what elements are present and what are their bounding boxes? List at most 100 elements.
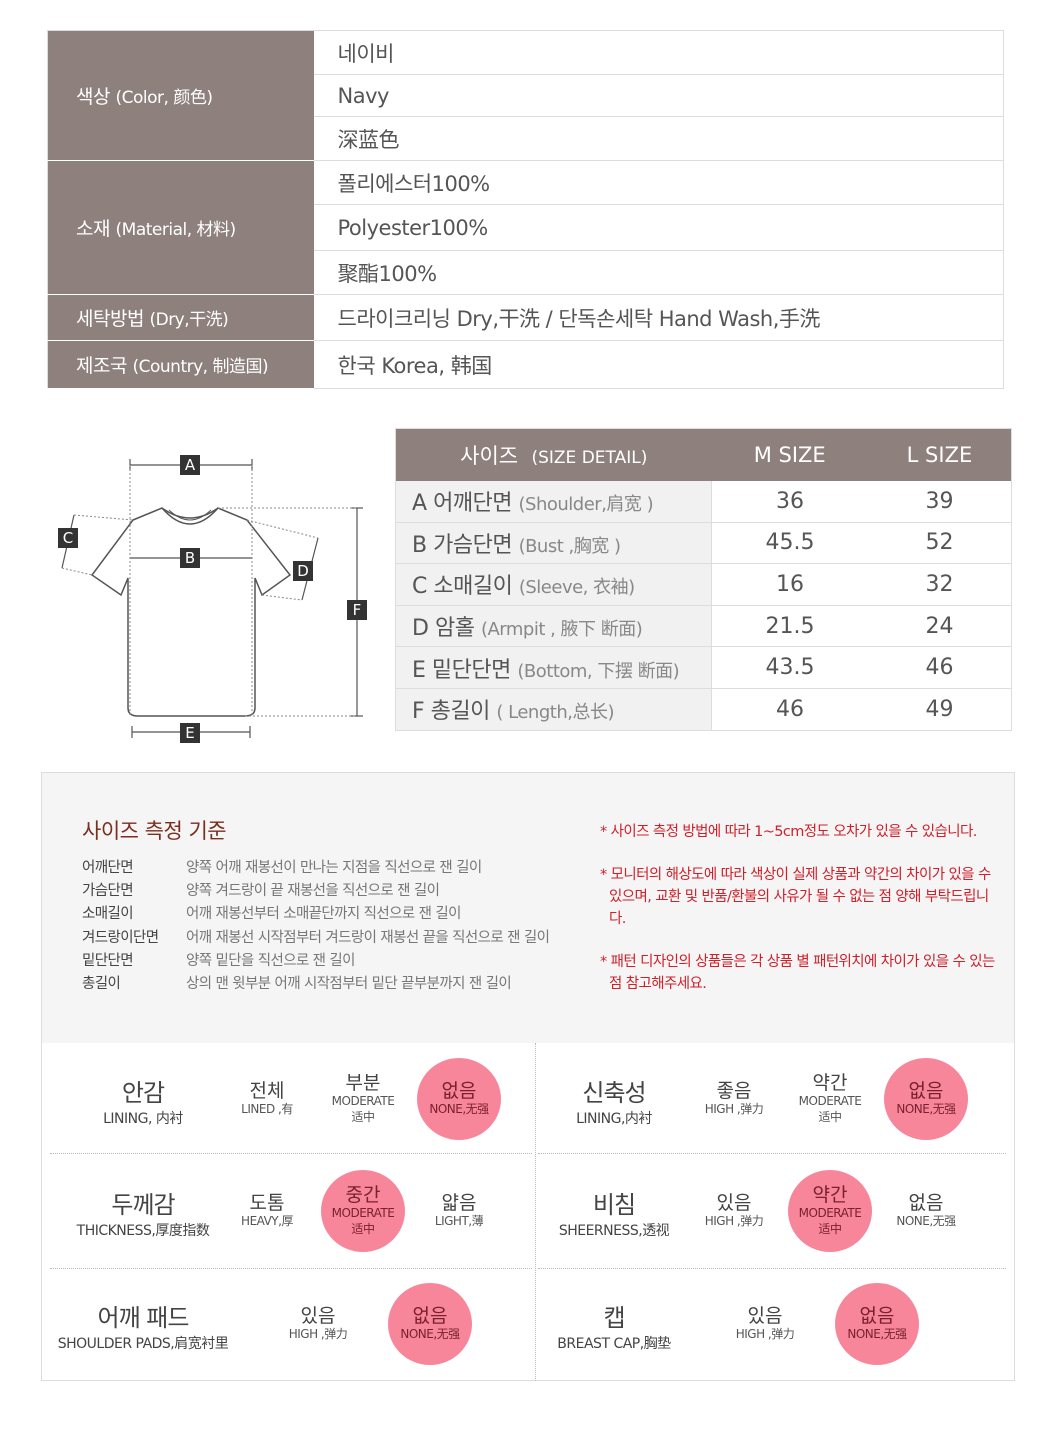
option-en: HIGH ,弹力 [735, 1327, 795, 1341]
guide-item: 어깨단면 양쪽 어깨 재봉선이 만나는 지점을 직선으로 잰 길이 [82, 857, 549, 880]
guide-note: * 모니터의 해상도에 따라 색상이 실제 상품과 약간의 차이가 있을 수 있… [600, 867, 991, 927]
size-header-label: 사이즈 (SIZE DETAIL) [395, 428, 712, 481]
diagram-label-b: B [185, 549, 195, 567]
size-name: 어깨단면 [433, 491, 513, 517]
attribute-name-en: SHEERNESS,透视 [558, 1223, 670, 1239]
guide-item: 밑단단면 양쪽 밑단을 직선으로 잰 길이 [82, 950, 549, 973]
attribute-name-en: LINING,内衬 [576, 1111, 652, 1127]
diagram-label-a: A [185, 456, 196, 474]
size-name: 총길이 [430, 699, 491, 725]
info-row: 제조국 (Country, 制造国) 한국 Korea, 韩国 [47, 340, 1004, 389]
attribute-1: 안감 LINING, 内衬 전체 LINED ,有 부분 MODERATE 适中 없음 NONE… [42, 1043, 535, 1155]
size-row: B 가슴단면 (Bust ,胸宽 ) 45.5 52 [395, 522, 1012, 565]
option-en: HIGH ,弹力 [704, 1214, 764, 1228]
info-value: 深蓝色 [313, 116, 1004, 161]
option-ko: 없음 [908, 1192, 944, 1214]
option-badge: 있음 HIGH ,弹力 [276, 1283, 360, 1365]
divider [538, 1153, 1006, 1154]
option-en: LINED ,有 [241, 1102, 293, 1116]
option-ko: 없음 [859, 1305, 895, 1327]
option-unselected: 좋음 HIGH ,弹力 [686, 1058, 782, 1140]
option-en: HIGH ,弹力 [704, 1102, 764, 1116]
size-key: E [412, 657, 426, 683]
info-label-text: 색상 [76, 86, 110, 108]
info-label-text: 제조국 [76, 355, 127, 377]
guide-item-desc: 상의 맨 윗부분 어깨 시작점부터 밑단 끝부분까지 잰 길이 [186, 976, 512, 993]
option-unselected: 있음 HIGH ,弹力 [686, 1170, 782, 1252]
divider [50, 1153, 532, 1154]
info-row: 소재 (Material, 材料) 폴리에스터100% [47, 160, 1004, 295]
option-cn: 适中 [351, 1110, 375, 1124]
option-badge: 약간 MODERATE 适中 [788, 1058, 872, 1140]
option-selected: 약간 MODERATE 适中 [782, 1170, 878, 1252]
info-row: 聚酯100% [48, 250, 1004, 295]
attribute-label: 어깨 패드 SHOULDER PADS,肩宽衬里 [43, 1298, 243, 1353]
size-m-value: 43.5 [711, 646, 868, 689]
size-name: 가슴단면 [433, 532, 513, 558]
option-cn: 适中 [818, 1222, 842, 1236]
guide-item-term: 밑단단면 [82, 952, 134, 969]
info-row: 세탁방법 (Dry,干洗) 드라이크리닝 Dry,干洗 / 단독손세탁 Hand … [47, 294, 1004, 341]
option-unselected: 부분 MODERATE 适中 [315, 1058, 411, 1140]
option-unselected: 있음 HIGH ,弹力 [709, 1283, 821, 1365]
guide-item-term: 소매길이 [82, 906, 134, 923]
option-badge: 약간 MODERATE 适中 [788, 1170, 872, 1252]
option-en: NONE,无强 [847, 1327, 907, 1341]
info-row: 색상 (Color, 颜色) 네이비 [47, 30, 1004, 161]
option-selected: 없음 NONE,无强 [374, 1283, 486, 1365]
size-row-label: D 암홀 (Armpit , 腋下 断面) [395, 605, 712, 648]
attribute-name: 두께감 [111, 1191, 175, 1219]
option-selected: 없음 NONE,无强 [878, 1058, 974, 1140]
size-l-value: 24 [867, 605, 1012, 648]
attribute-name-en: LINING, 内衬 [103, 1111, 183, 1127]
attribute-options: 도톰 HEAVY,厚 중간 MODERATE 适中 얇음 LIGHT,薄 [219, 1155, 507, 1267]
info-row: Polyester100% [48, 204, 1004, 251]
info-row: Navy [48, 74, 1004, 117]
size-l-value: 32 [867, 563, 1012, 606]
size-sub: ( Length,总长) [496, 702, 614, 724]
attribute-2: 신축성 LINING,内衬 좋음 HIGH ,弹力 약간 MODERATE 适中 없음 NONE… [536, 1043, 1014, 1155]
size-key: F [412, 699, 425, 725]
size-row-label: E 밑단단면 (Bottom, 下摆 断面) [395, 646, 712, 689]
attribute-name-en: BREAST CAP,胸垫 [557, 1336, 671, 1352]
diagram-label-box [180, 548, 200, 568]
shirt-measurement-diagram: A B C D E F [58, 455, 367, 743]
guide-item-desc: 어깨 재봉선 시작점부터 겨드랑이 재봉선 끝을 직선으로 잰 길이 [186, 929, 550, 946]
size-row: D 암홀 (Armpit , 腋下 断面) 21.5 24 [395, 605, 1012, 648]
divider [50, 1268, 532, 1269]
guide-item: 가슴단면 양쪽 겨드랑이 끝 재봉선을 직선으로 잰 길이 [82, 880, 549, 903]
guide-item-desc: 양쪽 어깨 재봉선이 만나는 지점을 직선으로 잰 길이 [186, 860, 482, 876]
guide-title: 사이즈 측정 기준 [82, 819, 227, 843]
info-label-sub: (Country, 制造国) [132, 357, 269, 377]
option-unselected: 약간 MODERATE 适中 [782, 1058, 878, 1140]
size-name: 밑단단면 [431, 657, 511, 683]
option-unselected: 얇음 LIGHT,薄 [411, 1170, 507, 1252]
size-l-value: 39 [867, 480, 1012, 523]
option-ko: 좋음 [716, 1080, 752, 1102]
size-l-value: 46 [867, 646, 1012, 689]
diagram-label-e: E [185, 724, 194, 742]
diagram-label-c: C [63, 529, 73, 547]
shirt-outline [90, 507, 292, 717]
option-en: NONE,无强 [429, 1102, 489, 1116]
info-value: Polyester100% [313, 204, 1004, 251]
option-unselected: 도톰 HEAVY,厚 [219, 1170, 315, 1252]
attribute-options: 있음 HIGH ,弹力 없음 NONE,无强 [709, 1268, 933, 1380]
diagram-label-box [58, 528, 78, 548]
info-label: 소재 (Material, 材料) [47, 160, 314, 295]
attribute-label: 비침 SHEERNESS,透视 [514, 1185, 714, 1240]
option-badge: 없음 NONE,无强 [884, 1058, 968, 1140]
option-badge: 있음 HIGH ,弹力 [723, 1283, 807, 1365]
info-label-text: 소재 [76, 218, 110, 240]
option-badge: 좋음 HIGH ,弹力 [692, 1058, 776, 1140]
guide-notes: * 사이즈 측정 방법에 따라 1~5cm정도 오차가 있을 수 있습니다. * … [600, 821, 1000, 1016]
attribute-6: 캡 BREAST CAP,胸垫 있음 HIGH ,弹力 없음 NONE,无强 [536, 1268, 1014, 1380]
attribute-options: 전체 LINED ,有 부분 MODERATE 适中 없음 NONE,无强 [219, 1043, 507, 1155]
size-sub: (Sleeve, 衣袖) [518, 577, 635, 599]
size-row-label: B 가슴단면 (Bust ,胸宽 ) [395, 522, 712, 565]
size-sub: (Bottom, 下摆 断面) [517, 660, 680, 682]
option-cn: 适中 [818, 1110, 842, 1124]
size-l-value: 49 [867, 688, 1012, 731]
option-badge: 부분 MODERATE 适中 [321, 1058, 405, 1140]
attribute-name-en: SHOULDER PADS,肩宽衬里 [57, 1336, 229, 1352]
